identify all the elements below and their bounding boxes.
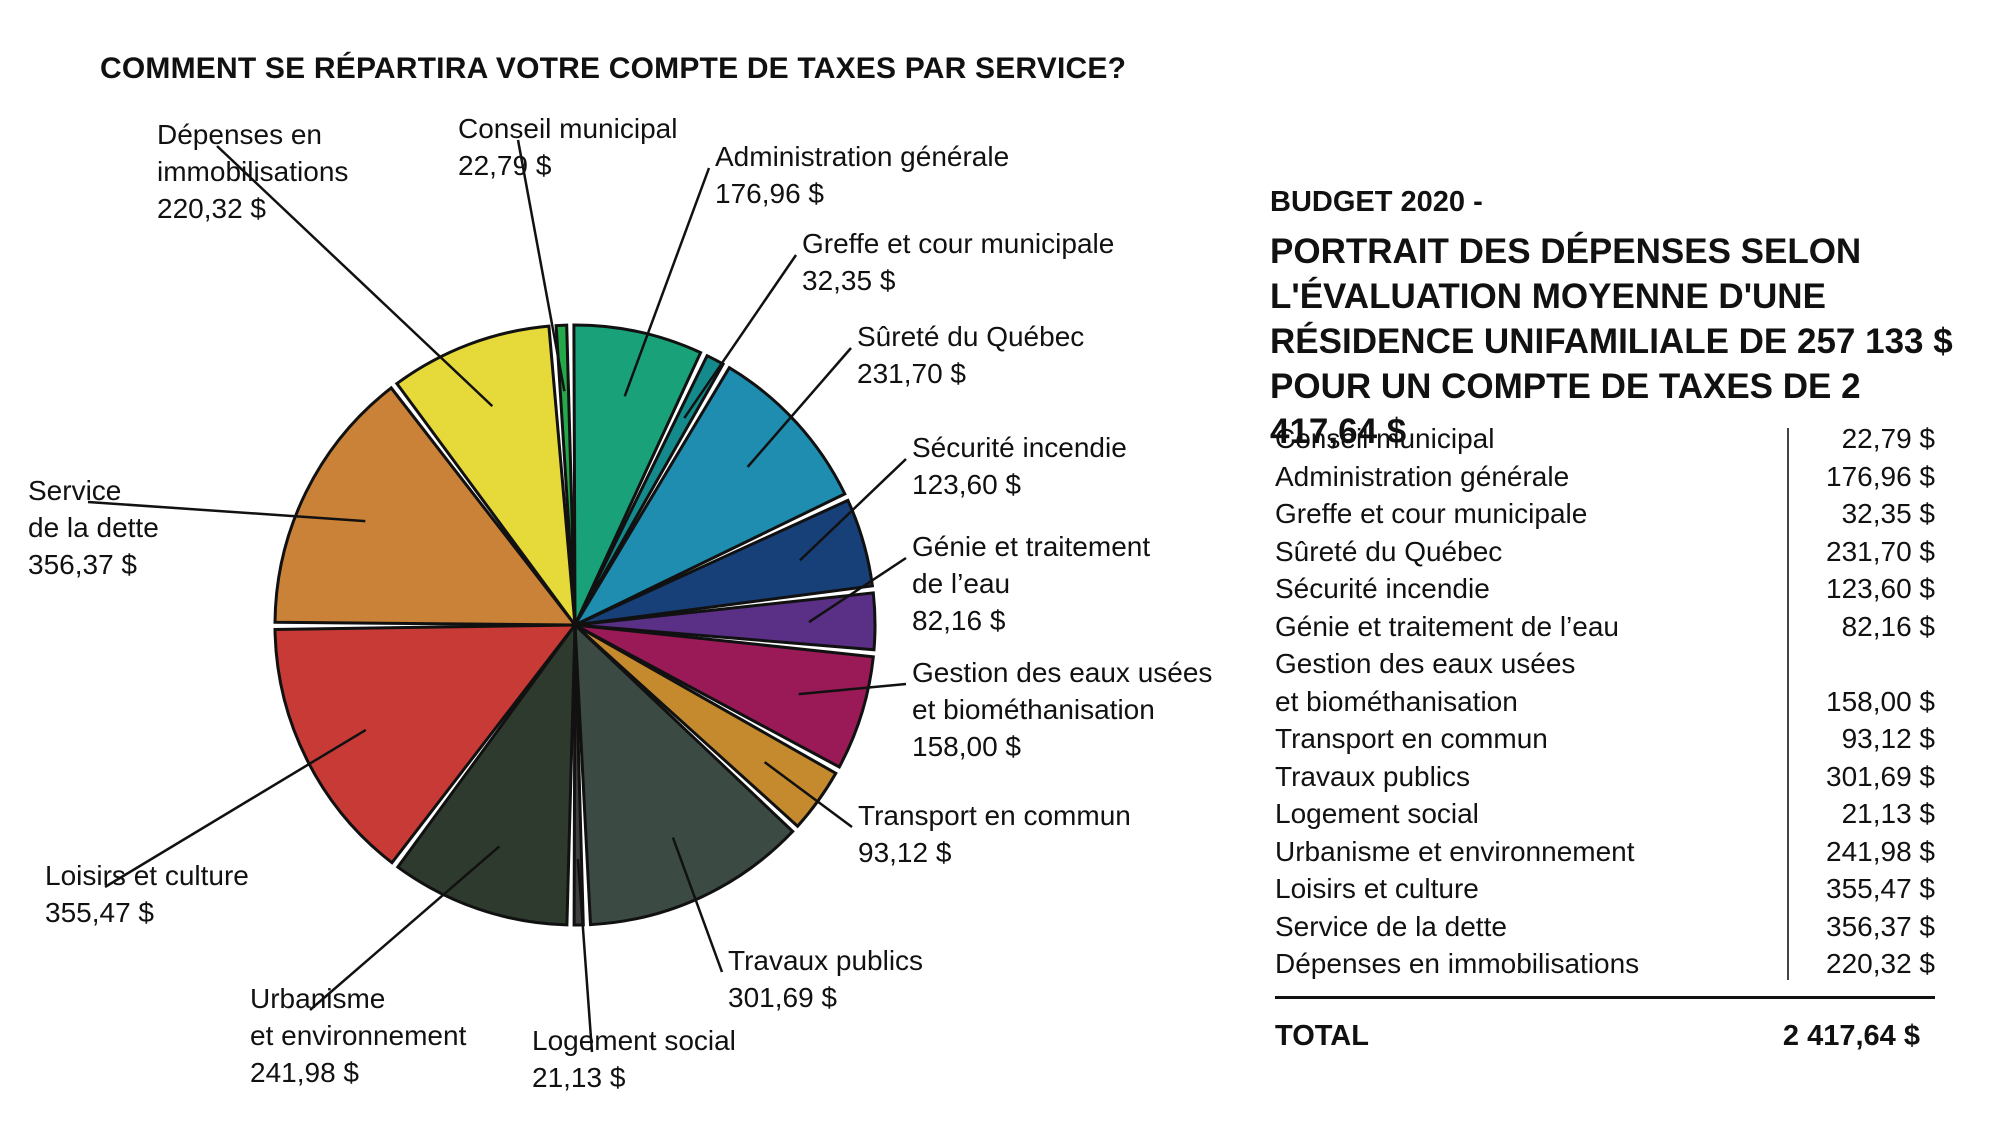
table-row: Dépenses en immobilisations 220,32 $ — [1275, 945, 1935, 983]
table-row-value: 355,47 $ — [1826, 873, 1935, 904]
table-row-name: Loisirs et culture — [1275, 873, 1479, 904]
table-row: Génie et traitement de l’eau 82,16 $ — [1275, 608, 1935, 646]
pie-slice — [573, 621, 795, 927]
leader-line — [746, 347, 852, 468]
slice-label: Administration générale 176,96 $ — [715, 141, 1010, 209]
pie-slice — [574, 623, 875, 770]
leader-line — [623, 167, 711, 397]
leader-line — [799, 458, 907, 562]
table-row-name: Logement social — [1275, 798, 1479, 829]
table-row-value: 158,00 $ — [1826, 685, 1935, 717]
budget-panel: BUDGET 2020 - PORTRAIT DES DÉPENSES SELO… — [1270, 186, 1970, 454]
slice-label: Service de la dette 356,37 $ — [28, 475, 159, 580]
table-row-name: Urbanisme et environnement — [1275, 835, 1635, 867]
slice-label: Sécurité incendie 123,60 $ — [912, 432, 1127, 500]
total-value: 2 417,64 $ — [1782, 1020, 1920, 1052]
pie-slice — [273, 623, 579, 865]
leader-line — [104, 728, 367, 889]
table-row: Service de la dette 356,37 $ — [1275, 908, 1935, 946]
table-row-name: Génie et traitement de l’eau — [1275, 610, 1619, 642]
table-row: Sûreté du Québec 231,70 $ — [1275, 533, 1935, 571]
leader-line — [671, 837, 724, 973]
expense-table: Conseil municipal 22,79 $ Administration g… — [1275, 420, 1935, 983]
budget-label: BUDGET 2020 - — [1270, 186, 1483, 218]
slice-label: Urbanisme et environnement 241,98 $ — [250, 983, 467, 1088]
table-row-name: Service de la dette — [1275, 910, 1507, 942]
leader-line — [763, 761, 853, 829]
table-row-value: 123,60 $ — [1826, 573, 1935, 604]
table-column-divider — [1787, 428, 1789, 980]
slice-label: Logement social 21,13 $ — [532, 1025, 736, 1093]
slice-label: Conseil municipal 22,79 $ — [458, 113, 678, 181]
table-row-value: 356,37 $ — [1826, 910, 1935, 942]
table-row-value: 21,13 $ — [1841, 798, 1935, 829]
table-row-value: 220,32 $ — [1826, 948, 1935, 979]
table-row-value: 241,98 $ — [1826, 835, 1935, 867]
table-row-name: Sécurité incendie — [1275, 573, 1490, 604]
slice-label: Travaux publics 301,69 $ — [728, 945, 924, 1013]
table-row-value: 231,70 $ — [1826, 535, 1935, 567]
table-row-name: Administration générale — [1275, 460, 1570, 492]
table-row: Sécurité incendie 123,60 $ — [1275, 570, 1935, 608]
pie-slice — [394, 324, 577, 631]
table-row-value: 301,69 $ — [1826, 760, 1935, 792]
leader-line — [309, 845, 501, 1011]
table-row-value: 22,79 $ — [1841, 423, 1935, 454]
table-row-name: Sûreté du Québec — [1275, 535, 1503, 567]
table-row: Loisirs et culture 355,47 $ — [1275, 870, 1935, 908]
table-row-name: Transport en commun — [1275, 723, 1548, 754]
table-row-name: Gestion des eaux usées et biométhanisati… — [1275, 648, 1576, 717]
pie-slice — [574, 591, 877, 652]
table-row-value: 82,16 $ — [1841, 610, 1935, 642]
table-row: Logement social 21,13 $ — [1275, 795, 1935, 833]
total-label: TOTAL — [1275, 1020, 1369, 1052]
table-total-divider — [1275, 996, 1935, 999]
leader-line — [87, 500, 366, 523]
chart-title: COMMENT SE RÉPARTIRA VOTRE COMPTE DE TAX… — [100, 52, 1127, 85]
leader-line — [216, 145, 494, 408]
leader-line — [798, 682, 907, 696]
pie-slice — [572, 323, 703, 626]
leader-line — [516, 139, 566, 392]
slice-label: Transport en commun 93,12 $ — [858, 800, 1131, 868]
slice-label: Génie et traitement de l’eau 82,16 $ — [912, 531, 1151, 636]
slice-label: Sûreté du Québec 231,70 $ — [857, 321, 1085, 389]
table-row: Urbanisme et environnement 241,98 $ — [1275, 833, 1935, 871]
leader-line — [683, 254, 798, 419]
table-row-value: 93,12 $ — [1841, 723, 1935, 754]
table-row-value: 32,35 $ — [1841, 498, 1935, 529]
table-row: Conseil municipal 22,79 $ — [1275, 420, 1935, 458]
slice-label: Gestion des eaux usées et biométhanisati… — [912, 657, 1213, 762]
leader-line — [808, 556, 907, 624]
table-row: Administration générale 176,96 $ — [1275, 458, 1935, 496]
table-row: Gestion des eaux usées et biométhanisati… — [1275, 645, 1935, 720]
slice-label: Greffe et cour municipale 32,35 $ — [802, 228, 1115, 296]
table-row: Greffe et cour municipale 32,35 $ — [1275, 495, 1935, 533]
slice-label: Loisirs et culture 355,47 $ — [45, 860, 249, 928]
total-row: TOTAL 2 417,64 $ — [1275, 1020, 1920, 1053]
table-row: Transport en commun 93,12 $ — [1275, 720, 1935, 758]
pie-slice — [573, 353, 726, 626]
leader-line — [576, 858, 594, 1053]
pie-slice — [554, 323, 577, 626]
pie-slice — [574, 498, 875, 627]
pie-slice — [395, 620, 577, 927]
table-row: Travaux publics 301,69 $ — [1275, 758, 1935, 796]
portrait-title: PORTRAIT DES DÉPENSES SELON L'ÉVALUATION… — [1270, 232, 1953, 451]
slice-label: Dépenses en immobilisations 220,32 $ — [157, 119, 349, 224]
pie-slice — [273, 385, 579, 627]
table-row-value: 176,96 $ — [1826, 460, 1935, 492]
table-row-name: Conseil municipal — [1275, 423, 1495, 454]
table-row-name: Dépenses en immobilisations — [1275, 948, 1640, 979]
table-row-name: Travaux publics — [1275, 760, 1471, 792]
table-row-name: Greffe et cour municipale — [1275, 498, 1588, 529]
